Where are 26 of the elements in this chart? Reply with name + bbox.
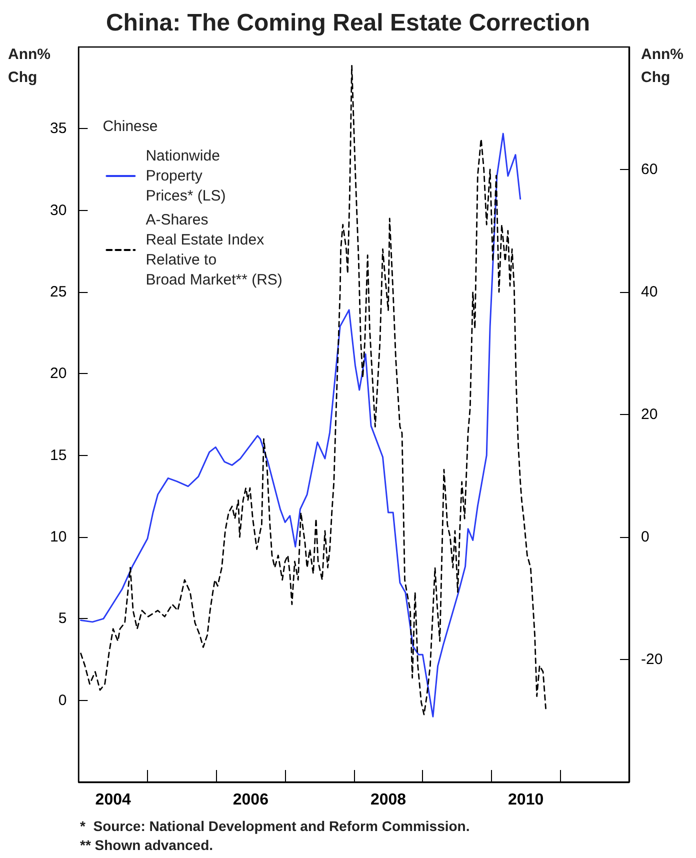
- x-tick-label: 2008: [370, 792, 406, 808]
- legend-title: Chinese: [102, 118, 158, 135]
- y-tick-label: 20: [50, 365, 67, 382]
- x-tick-label: 2006: [232, 792, 269, 808]
- y-tick-label: 15: [50, 446, 67, 464]
- legend-label: A-Shares Real Estate Index Relative to Broad Market** (RS): [146, 212, 282, 288]
- line-series: [80, 132, 522, 718]
- y-tick-label: 5: [58, 610, 67, 628]
- y-tick-label: 35: [50, 120, 67, 138]
- legend-label: Nationwide Property Prices* (LS): [146, 148, 226, 204]
- x-tick-label: 2010: [508, 792, 544, 808]
- y-tick-label: 25: [50, 284, 67, 300]
- y-axis-title: Ann% Chg: [8, 46, 50, 86]
- y2-tick-label: 0: [641, 528, 650, 546]
- text: * Source: National Development and Reform Commission.: [80, 818, 470, 834]
- text: ** Shown advanced.: [80, 837, 214, 853]
- y2-tick-label: 60: [641, 161, 658, 178]
- y2-tick-label: 40: [641, 284, 658, 300]
- y-tick-label: 10: [50, 528, 67, 546]
- y2-tick-label: 20: [641, 406, 658, 423]
- y2-tick-label: -20: [641, 651, 663, 668]
- y-tick-label: 30: [50, 202, 67, 219]
- y-tick-label: 0: [58, 692, 67, 709]
- chart-title: China: The Coming Real Estate Correction: [106, 10, 590, 36]
- y2-axis-title: Ann% Chg: [641, 46, 684, 86]
- x-tick-label: 2004: [95, 792, 131, 808]
